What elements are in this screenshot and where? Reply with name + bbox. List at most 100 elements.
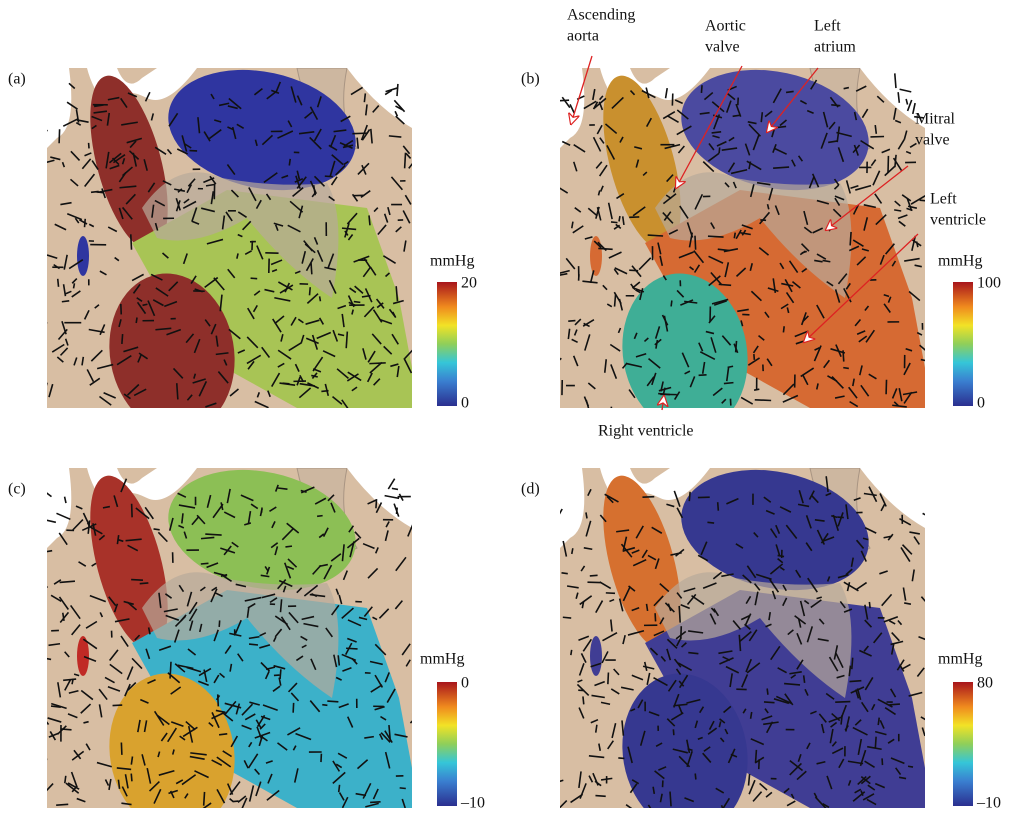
vector	[606, 496, 614, 504]
vector	[908, 290, 921, 302]
vector	[378, 608, 390, 619]
vector	[883, 535, 893, 539]
region	[109, 673, 235, 808]
vector	[670, 551, 682, 556]
vector	[581, 601, 585, 609]
vector	[253, 290, 261, 296]
vector	[622, 546, 636, 552]
vector	[571, 338, 578, 344]
vector	[271, 268, 278, 273]
vector	[562, 540, 568, 557]
vector	[184, 143, 192, 149]
vector	[124, 683, 131, 697]
vector	[248, 187, 257, 202]
vector	[178, 504, 196, 509]
vector	[892, 404, 907, 408]
vector	[63, 496, 67, 504]
vector	[769, 563, 784, 575]
vector	[270, 542, 279, 549]
vector	[573, 144, 586, 153]
vector	[606, 145, 616, 160]
vector	[202, 791, 206, 806]
vector	[822, 111, 829, 128]
vector	[104, 676, 115, 684]
panel-image	[560, 68, 925, 408]
vector	[786, 800, 796, 807]
vector	[716, 502, 720, 511]
vector	[887, 738, 895, 744]
vector	[360, 190, 371, 198]
region	[77, 636, 89, 676]
vector	[621, 720, 625, 736]
vector	[774, 205, 780, 216]
vector	[814, 796, 827, 808]
vector	[849, 231, 852, 246]
vector	[125, 193, 136, 205]
vector	[322, 350, 336, 358]
vector	[213, 674, 220, 684]
vector	[775, 544, 781, 556]
vector	[121, 802, 132, 806]
vector	[270, 259, 283, 266]
vector	[758, 334, 765, 341]
vector	[248, 741, 253, 748]
vector	[589, 270, 595, 284]
vector	[363, 93, 367, 103]
vector	[899, 664, 905, 672]
vector	[396, 365, 400, 378]
vector	[124, 774, 129, 789]
vector	[301, 615, 315, 621]
vector	[168, 112, 179, 127]
vector	[853, 111, 858, 121]
vector	[210, 191, 215, 205]
vector	[632, 558, 647, 567]
vector	[347, 295, 355, 308]
vector	[686, 593, 697, 606]
vector	[331, 604, 340, 616]
vector	[592, 88, 596, 101]
vector	[335, 588, 340, 595]
vector	[215, 335, 219, 347]
vector	[184, 793, 189, 799]
vector	[223, 359, 228, 366]
vector	[356, 759, 369, 770]
vector	[153, 528, 160, 531]
vector	[58, 532, 68, 546]
vector	[735, 229, 742, 240]
vector	[818, 713, 827, 723]
vector	[635, 159, 640, 168]
vector	[401, 798, 406, 808]
vector	[216, 756, 232, 768]
vector	[830, 721, 838, 728]
vector	[273, 222, 284, 227]
vector	[235, 703, 241, 715]
vector	[333, 129, 347, 133]
vector	[662, 212, 674, 224]
vector	[347, 234, 354, 241]
vector	[779, 262, 785, 270]
vector	[666, 503, 675, 508]
vector	[310, 658, 317, 671]
vector	[879, 493, 887, 507]
vector	[697, 554, 709, 562]
vector	[788, 260, 799, 274]
vector	[657, 242, 662, 255]
vector	[47, 585, 49, 589]
vector	[88, 525, 103, 535]
vector	[828, 140, 838, 144]
vector	[175, 779, 184, 785]
vector	[782, 383, 795, 396]
vector	[73, 749, 82, 760]
vector	[855, 85, 867, 92]
vector	[881, 593, 893, 607]
vector	[386, 688, 396, 703]
vector	[797, 155, 804, 162]
vector	[745, 595, 752, 605]
vector	[810, 494, 819, 504]
vector	[47, 382, 48, 387]
vector	[71, 278, 78, 284]
vector	[341, 399, 349, 408]
vector	[332, 396, 343, 405]
panel-image	[560, 468, 925, 808]
vector	[560, 357, 562, 361]
